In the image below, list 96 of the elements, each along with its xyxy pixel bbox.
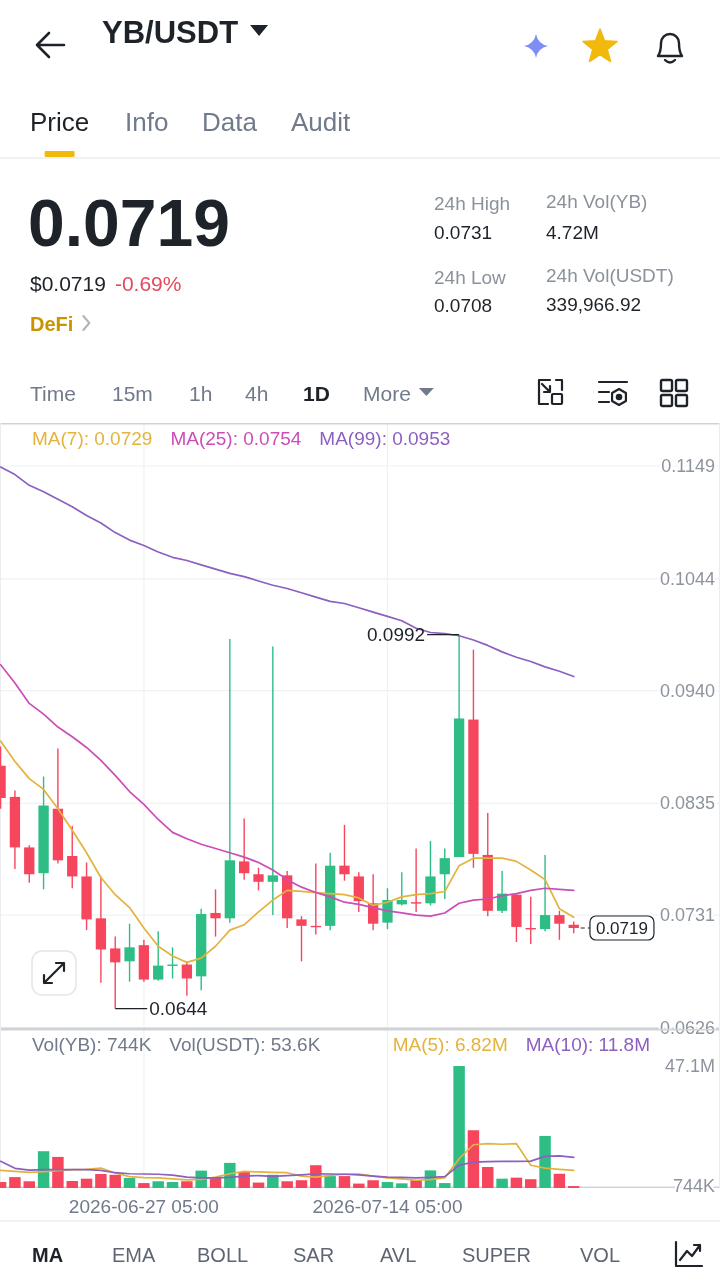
candlestick	[239, 817, 250, 881]
bar	[52, 1156, 64, 1188]
y-tick-label: 0.0835	[659, 793, 715, 814]
y-tick-label: 47.1M	[664, 1056, 715, 1077]
line-series	[0, 1142, 575, 1182]
bar	[367, 1180, 379, 1188]
bar	[166, 1182, 179, 1188]
bar	[539, 1135, 551, 1188]
candlestick	[210, 888, 221, 938]
candlestick	[410, 847, 422, 913]
bar	[123, 1177, 136, 1188]
text: 24h Low	[434, 267, 507, 288]
candlestick	[67, 825, 78, 889]
bar	[109, 1174, 121, 1188]
text: MA(25): 0.0754	[170, 428, 302, 449]
text: 24h Vol(YB)	[546, 191, 648, 212]
text: -0.69%	[114, 272, 182, 295]
bar	[396, 1183, 408, 1188]
bar	[338, 1176, 351, 1188]
text: SUPER	[462, 1244, 531, 1266]
text: MA(99): 0.0953	[319, 428, 451, 449]
annotation: 0.0992	[366, 624, 426, 646]
bar	[553, 1173, 566, 1188]
text: $0.0719	[30, 272, 106, 295]
text: Time	[30, 382, 76, 405]
bar	[80, 1178, 93, 1188]
bar	[138, 1183, 150, 1188]
text: 15m	[112, 382, 153, 405]
annotation: Vol(YB): 744K	[32, 1034, 152, 1055]
candlestick	[153, 930, 164, 982]
text: MA(5): 6.82M	[392, 1034, 508, 1055]
annotation: 0.0644	[149, 998, 208, 1020]
bar	[453, 1066, 465, 1188]
bar	[295, 1180, 308, 1188]
x-tick-label: 2026-07-14 05:00	[312, 1196, 463, 1217]
text: 339,966.92	[546, 294, 642, 315]
text: MA	[32, 1244, 64, 1266]
text: DeFi	[30, 313, 74, 335]
bar	[66, 1181, 78, 1188]
bar	[381, 1182, 394, 1188]
bar	[496, 1178, 508, 1188]
candlestick	[539, 854, 551, 932]
bar	[23, 1181, 35, 1188]
candlestick	[296, 915, 307, 963]
text: 1D	[303, 382, 330, 405]
bar	[525, 1179, 537, 1188]
bar	[510, 1177, 523, 1188]
text: AVL	[380, 1244, 417, 1266]
candlestick	[339, 824, 350, 882]
bar	[95, 1174, 107, 1188]
text: More	[363, 382, 411, 405]
text: BOLL	[197, 1244, 249, 1266]
text: SAR	[293, 1244, 335, 1266]
candlestick	[554, 910, 565, 941]
text: Price	[30, 107, 90, 137]
y-tick-label: 0.0940	[659, 680, 715, 701]
line-series	[0, 1155, 575, 1179]
text: 24h High	[434, 193, 511, 214]
text: Data	[202, 107, 258, 137]
text: VOL	[580, 1244, 621, 1266]
bar	[353, 1183, 365, 1188]
text: 24h Vol(USDT)	[546, 265, 674, 286]
bar	[152, 1181, 164, 1188]
annotation: Vol(USDT): 53.6K	[169, 1034, 321, 1055]
bar	[181, 1181, 193, 1188]
candlestick	[181, 960, 193, 997]
text: Audit	[291, 107, 352, 137]
line-series	[0, 466, 575, 678]
candlestick	[267, 645, 278, 916]
text: Info	[125, 107, 169, 137]
text: 4h	[245, 382, 269, 405]
text: YB/USDT	[102, 15, 239, 50]
ref-line-label: 0.0719	[595, 918, 648, 938]
text: MA(10): 11.8M	[525, 1034, 651, 1055]
text: 1h	[189, 382, 213, 405]
text: 0.0708	[434, 295, 493, 316]
y-tick-label: 0.1044	[659, 568, 715, 589]
text: 4.72M	[546, 222, 599, 243]
candlestick	[124, 923, 135, 983]
candlestick	[396, 871, 407, 907]
bar	[281, 1181, 293, 1188]
y-tick-label: 744K	[672, 1176, 715, 1197]
candlestick	[110, 935, 121, 1010]
candlestick	[253, 867, 264, 892]
text: EMA	[112, 1244, 156, 1266]
bar	[439, 1183, 451, 1188]
text: MA(7): 0.0729	[32, 428, 153, 449]
y-tick-label: 0.1149	[661, 455, 715, 476]
text: 0.0719	[28, 186, 230, 260]
bar	[482, 1167, 494, 1188]
text: 0.0731	[434, 222, 493, 243]
bar	[324, 1176, 336, 1188]
y-tick-label: 0.0731	[659, 905, 715, 926]
bar	[467, 1130, 480, 1188]
x-tick-label: 2026-06-27 05:00	[68, 1196, 219, 1217]
candlestick	[439, 847, 450, 900]
